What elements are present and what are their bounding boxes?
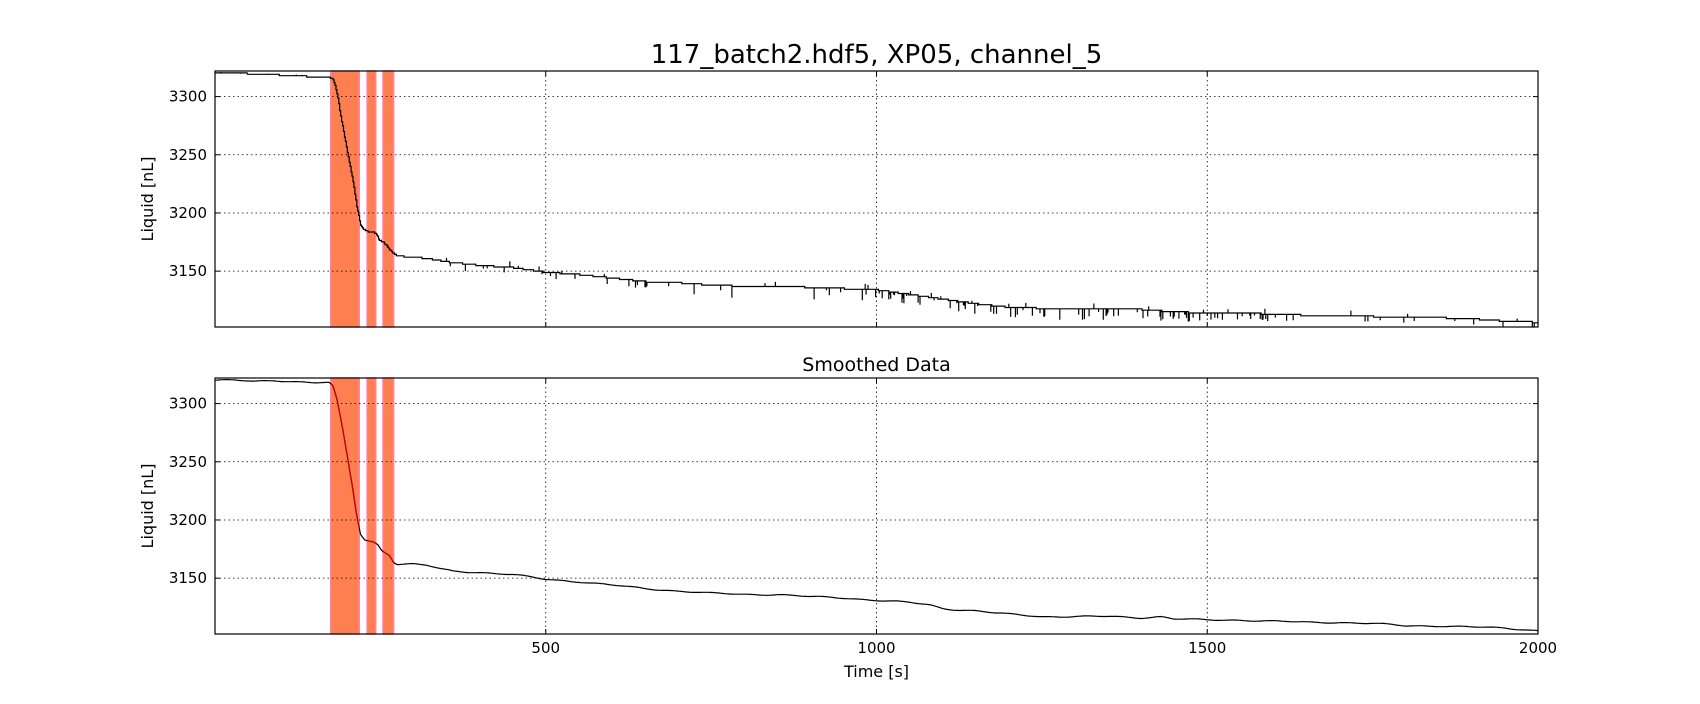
x-tick-label: 500 xyxy=(531,639,560,657)
chart-title: 117_batch2.hdf5, XP05, channel_5 xyxy=(651,40,1103,70)
x-tick-label: 2000 xyxy=(1519,639,1557,657)
y-tick-label: 3250 xyxy=(169,146,207,164)
y-tick-label: 3300 xyxy=(169,395,207,413)
smoothed-data-panel: 3150 3200 3250 3300 500 1000 1500 2000 Smoothed … xyxy=(138,354,1557,681)
event-segment-line xyxy=(366,540,377,544)
event-segment-line xyxy=(330,383,360,528)
y-axis-label: Liquid [nL] xyxy=(138,464,157,549)
series-line xyxy=(215,72,1538,327)
event-region-3 xyxy=(382,377,395,635)
event-region-1 xyxy=(330,70,360,328)
y-tick-label: 3200 xyxy=(169,204,207,222)
event-region-2 xyxy=(366,377,377,635)
y-tick-label: 3150 xyxy=(169,569,207,587)
y-tick-label: 3250 xyxy=(169,453,207,471)
event-segment-line xyxy=(382,550,395,563)
x-axis-label: Time [s] xyxy=(843,662,909,681)
panel-subtitle: Smoothed Data xyxy=(802,354,950,376)
x-tick-label: 1500 xyxy=(1188,639,1226,657)
event-region-2 xyxy=(366,70,377,328)
axes-frame xyxy=(214,70,1539,328)
y-tick-label: 3300 xyxy=(169,88,207,106)
y-tick-label: 3150 xyxy=(169,262,207,280)
y-axis-label: Liquid [nL] xyxy=(138,157,157,242)
y-tick-label: 3200 xyxy=(169,511,207,529)
series-line xyxy=(215,379,1538,632)
raw-data-panel: 3150 3200 3250 3300 117_batch2.hdf5, XP05, c… xyxy=(138,40,1539,328)
axes-frame xyxy=(214,377,1539,635)
x-tick-label: 1000 xyxy=(857,639,895,657)
event-region-3 xyxy=(382,70,395,328)
